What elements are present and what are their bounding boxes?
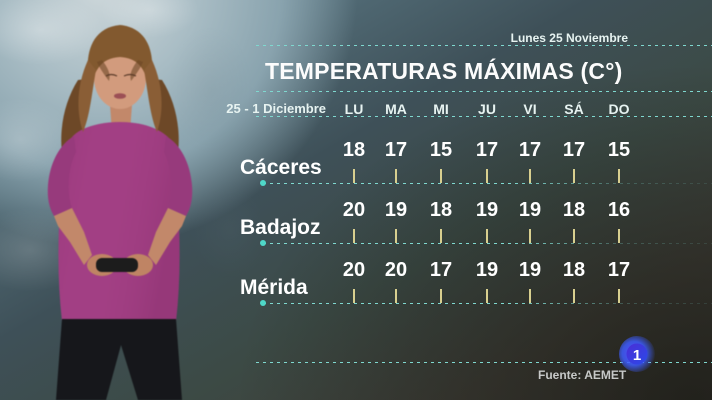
svg-text:1: 1: [633, 347, 641, 364]
